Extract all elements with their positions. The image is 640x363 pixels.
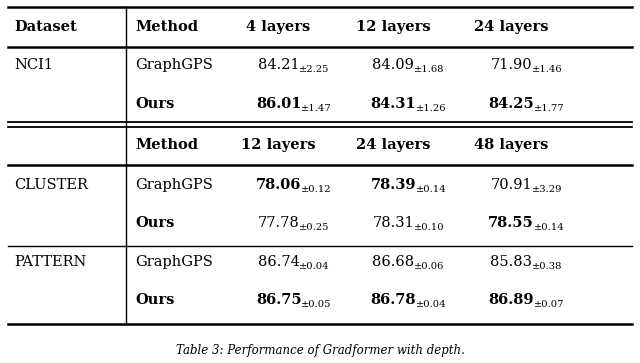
Text: GraphGPS: GraphGPS xyxy=(135,178,213,192)
Text: Method: Method xyxy=(135,138,198,152)
Text: 78.31: 78.31 xyxy=(372,216,414,230)
Text: 12 layers: 12 layers xyxy=(241,138,316,152)
Text: ±3.29: ±3.29 xyxy=(532,185,563,194)
Text: ±1.77: ±1.77 xyxy=(534,104,564,113)
Text: PATTERN: PATTERN xyxy=(14,255,86,269)
Text: NCI1: NCI1 xyxy=(14,58,53,72)
Text: 86.78: 86.78 xyxy=(371,293,416,307)
Text: 24 layers: 24 layers xyxy=(356,138,431,152)
Text: 71.90: 71.90 xyxy=(490,58,532,72)
Text: ±0.05: ±0.05 xyxy=(301,301,332,309)
Text: Ours: Ours xyxy=(135,293,175,307)
Text: Ours: Ours xyxy=(135,216,175,230)
Text: ±0.04: ±0.04 xyxy=(416,301,447,309)
Text: 86.89: 86.89 xyxy=(488,293,534,307)
Text: 86.75: 86.75 xyxy=(256,293,301,307)
Text: 12 layers: 12 layers xyxy=(356,20,431,34)
Text: 84.09: 84.09 xyxy=(372,58,414,72)
Text: ±0.04: ±0.04 xyxy=(300,262,330,271)
Text: ±0.07: ±0.07 xyxy=(534,301,564,309)
Text: Dataset: Dataset xyxy=(14,20,77,34)
Text: CLUSTER: CLUSTER xyxy=(14,178,88,192)
Text: GraphGPS: GraphGPS xyxy=(135,58,213,72)
Text: 84.31: 84.31 xyxy=(371,97,416,111)
Text: ±0.25: ±0.25 xyxy=(300,223,330,232)
Text: ±0.12: ±0.12 xyxy=(301,185,332,194)
Text: ±0.38: ±0.38 xyxy=(532,262,563,271)
Text: ±0.10: ±0.10 xyxy=(414,223,445,232)
Text: 77.78: 77.78 xyxy=(258,216,300,230)
Text: 78.06: 78.06 xyxy=(256,178,301,192)
Text: GraphGPS: GraphGPS xyxy=(135,255,213,269)
Text: Ours: Ours xyxy=(135,97,175,111)
Text: Method: Method xyxy=(135,20,198,34)
Text: ±0.14: ±0.14 xyxy=(416,185,447,194)
Text: 84.25: 84.25 xyxy=(488,97,534,111)
Text: 48 layers: 48 layers xyxy=(474,138,548,152)
Text: ±0.14: ±0.14 xyxy=(534,223,564,232)
Text: 85.83: 85.83 xyxy=(490,255,532,269)
Text: 4 layers: 4 layers xyxy=(246,20,310,34)
Text: ±0.06: ±0.06 xyxy=(414,262,445,271)
Text: 86.74: 86.74 xyxy=(258,255,300,269)
Text: ±1.46: ±1.46 xyxy=(532,65,563,74)
Text: 78.55: 78.55 xyxy=(488,216,534,230)
Text: 78.39: 78.39 xyxy=(371,178,416,192)
Text: ±1.26: ±1.26 xyxy=(416,104,447,113)
Text: Table 3: Performance of Gradformer with depth.: Table 3: Performance of Gradformer with … xyxy=(175,344,465,357)
Text: 86.01: 86.01 xyxy=(256,97,301,111)
Text: 84.21: 84.21 xyxy=(258,58,300,72)
Text: 70.91: 70.91 xyxy=(490,178,532,192)
Text: ±2.25: ±2.25 xyxy=(300,65,330,74)
Text: ±1.68: ±1.68 xyxy=(414,65,445,74)
Text: 86.68: 86.68 xyxy=(372,255,414,269)
Text: ±1.47: ±1.47 xyxy=(301,104,332,113)
Text: 24 layers: 24 layers xyxy=(474,20,548,34)
